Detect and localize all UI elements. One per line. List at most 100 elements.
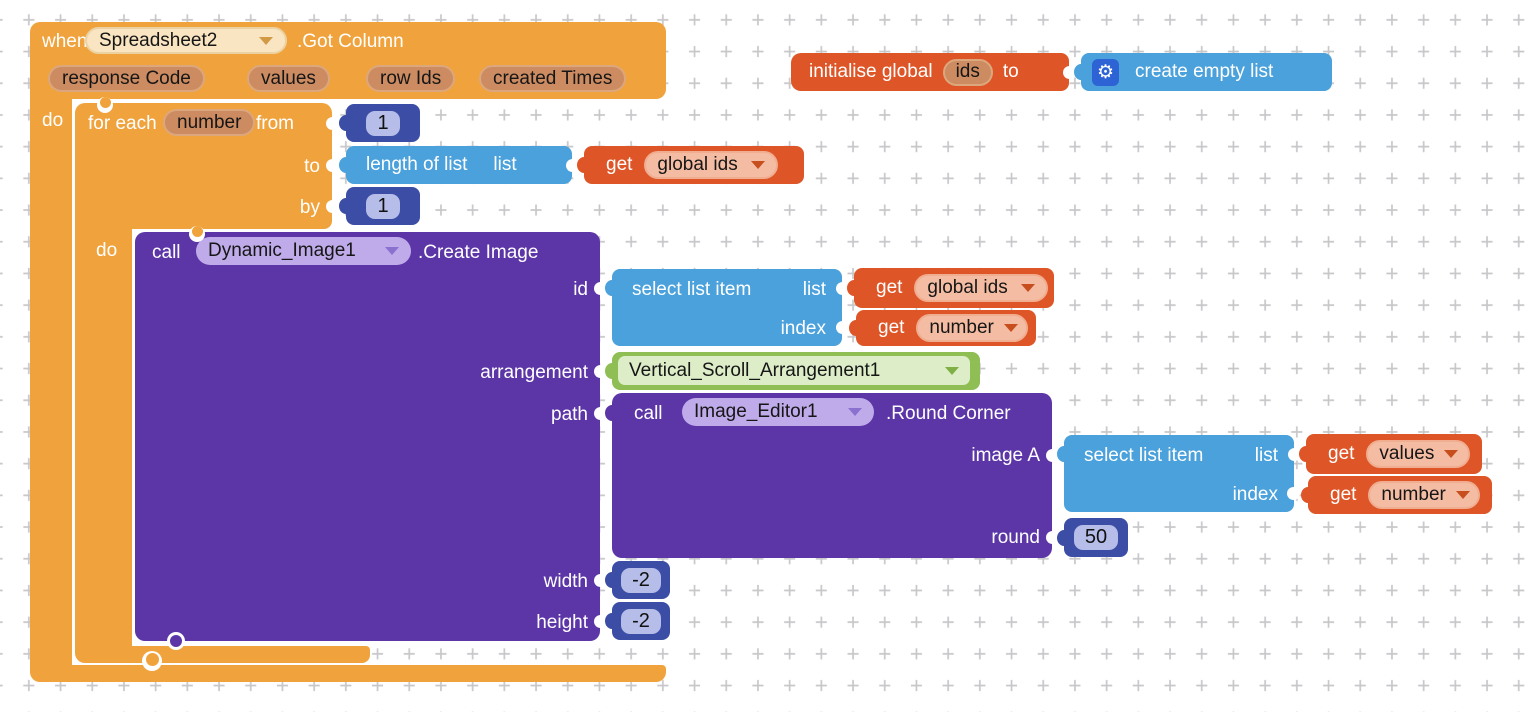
socket-cut [325,158,339,172]
event-name: .Got Column [297,31,404,52]
socket-cut [1045,530,1059,544]
foreach-block[interactable]: for each number from to by [75,103,332,229]
mutator-gear-icon[interactable]: ⚙ [1092,58,1119,86]
socket-cut [1045,448,1059,462]
component-dropdown-dynamicimage1[interactable]: Dynamic_Image1 [196,237,411,265]
number-block-height[interactable]: -2 [605,602,670,640]
when-got-column-block[interactable]: when Spreadsheet2 .Got Column response C… [30,22,666,99]
select-list-item-label: select list item [632,279,752,300]
number-field[interactable]: 1 [366,193,400,219]
component-dropdown-label: Spreadsheet2 [99,29,218,51]
number-field[interactable]: 1 [366,110,400,136]
chevron-down-icon [1021,284,1036,292]
event-param-rowids[interactable]: row Ids [366,65,456,92]
chevron-down-icon [385,247,399,255]
when-block-bottom[interactable] [30,665,666,682]
socket-cut [1287,447,1301,461]
number-field[interactable]: 50 [1073,525,1119,550]
variable-dropdown-values[interactable]: values [1366,440,1471,468]
event-param-createdtimes[interactable]: created Times [479,65,627,92]
number-field[interactable]: -2 [621,608,661,634]
get-keyword: get [1330,484,1357,505]
socket-cut [1286,486,1300,500]
statement-notch-tab [100,97,111,108]
get-global-ids-block[interactable]: get global ids [847,268,1054,308]
socket-cut [835,281,849,295]
component-dropdown-arrangement[interactable]: Vertical_Scroll_Arrangement1 [618,356,970,385]
list-socket-label: list [493,154,517,175]
foreach-from-label: from [256,113,294,134]
component-dropdown-imageeditor1[interactable]: Image_Editor1 [682,398,874,426]
socket-cut [593,614,607,628]
number-block-by[interactable]: 1 [339,187,420,225]
number-block-round[interactable]: 50 [1057,518,1128,557]
foreach-block-spine[interactable] [75,229,132,646]
get-number-block[interactable]: get number [1301,476,1492,514]
get-keyword: get [1328,443,1355,464]
get-keyword: get [876,277,903,298]
when-block-spine[interactable] [30,98,72,666]
initialise-global-block[interactable]: initialise global ids to [791,53,1069,91]
event-param-values[interactable]: values [247,65,330,92]
foreach-var-pill[interactable]: number [163,109,256,136]
variable-dropdown-number[interactable]: number [916,314,1029,342]
vertical-scroll-arrangement-block[interactable]: Vertical_Scroll_Arrangement1 [605,352,980,390]
chevron-down-icon [259,36,273,45]
when-do-label: do [42,110,64,131]
number-block-from[interactable]: 1 [339,104,420,142]
length-of-list-label: length of list [366,154,468,175]
select-list-item-block-id[interactable]: select list item list index [605,269,842,346]
number-field[interactable]: -2 [621,567,661,593]
socket-cut [835,320,849,334]
select-list-item-block-image[interactable]: select list item list index [1057,435,1294,512]
foreach-block-bottom[interactable] [75,646,370,663]
list-socket-label: list [1254,445,1278,466]
chevron-down-icon [1455,491,1470,499]
param-label-arrangement: arrangement [480,362,588,383]
number-block-width[interactable]: -2 [605,561,670,599]
global-var-name-field[interactable]: ids [942,58,993,86]
select-list-item-label: select list item [1084,445,1204,466]
list-socket-label: list [802,279,826,300]
variable-dropdown-globalids[interactable]: global ids [644,151,779,179]
variable-dropdown-globalids[interactable]: global ids [914,274,1049,302]
get-global-ids-block[interactable]: get global ids [577,146,804,184]
event-param-responsecode[interactable]: response Code [48,65,205,92]
next-connector-tab [170,635,182,647]
call-keyword: call [152,242,181,263]
call-create-image-block[interactable]: call Dynamic_Image1 .Create Image id arr… [135,232,600,641]
component-dropdown-spreadsheet2[interactable]: Spreadsheet2 [85,27,287,54]
foreach-do-label: do [96,240,118,261]
chevron-down-icon [1444,450,1459,458]
when-keyword: when [42,31,88,52]
get-keyword: get [606,154,633,175]
call-round-corner-block[interactable]: call Image_Editor1 .Round Corner image A… [605,393,1052,558]
foreach-by-label: by [299,197,320,218]
method-name: .Round Corner [886,403,1011,424]
next-connector-tab [145,653,159,666]
get-number-block[interactable]: get number [849,310,1036,346]
create-empty-list-label: create empty list [1135,61,1274,82]
param-label-width: width [543,571,588,592]
statement-notch-tab [191,226,203,237]
socket-cut [593,573,607,587]
param-label-id: id [573,279,588,300]
chevron-down-icon [848,408,862,416]
foreach-to-label: to [304,156,320,177]
get-keyword: get [878,317,905,338]
param-label-height: height [536,612,588,633]
socket-cut [565,158,579,172]
method-name: .Create Image [418,242,539,263]
index-socket-label: index [780,318,826,339]
param-label-round: round [991,527,1040,548]
create-empty-list-block[interactable]: ⚙ create empty list [1074,53,1332,91]
length-of-list-block[interactable]: length of list list [339,146,572,184]
get-values-block[interactable]: get values [1299,434,1482,474]
init-to-label: to [1002,61,1019,82]
socket-cut [1062,65,1076,79]
variable-dropdown-number[interactable]: number [1368,481,1481,509]
chevron-down-icon [751,161,766,169]
socket-cut [325,199,339,213]
socket-cut [593,406,607,420]
